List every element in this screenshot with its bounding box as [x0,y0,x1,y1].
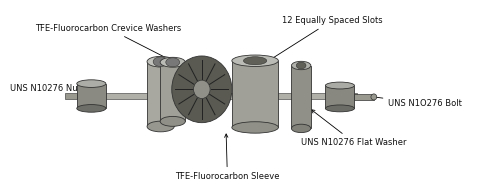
Bar [292,65,311,128]
Text: UNS N10276 Flat Washer: UNS N10276 Flat Washer [301,110,407,147]
Bar [354,94,374,100]
Ellipse shape [193,80,210,98]
Ellipse shape [243,57,267,65]
FancyBboxPatch shape [326,85,354,108]
FancyBboxPatch shape [77,84,106,108]
Ellipse shape [77,80,106,87]
Ellipse shape [296,62,306,69]
Text: UNS N1O276 Bolt: UNS N1O276 Bolt [370,95,462,108]
Text: 12 Equally Spaced Slots: 12 Equally Spaced Slots [246,16,382,75]
Ellipse shape [371,94,377,100]
Bar [232,61,278,127]
Ellipse shape [232,122,278,133]
Ellipse shape [292,61,311,70]
Text: UNS N10276 Nut: UNS N10276 Nut [10,84,87,93]
Text: TFE-Fluorocarbon Sleeve: TFE-Fluorocarbon Sleeve [175,134,279,181]
Bar [147,62,174,127]
Ellipse shape [147,121,174,132]
Ellipse shape [160,116,185,126]
Bar [160,62,185,121]
Ellipse shape [232,55,278,66]
Ellipse shape [77,105,106,112]
Ellipse shape [160,57,185,67]
Ellipse shape [147,56,174,67]
Bar [90,93,357,99]
Ellipse shape [166,58,180,67]
Ellipse shape [326,105,354,112]
Bar [65,93,77,99]
Ellipse shape [326,82,354,89]
Ellipse shape [153,57,168,66]
Text: TFE-Fluorocarbon Crevice Washers: TFE-Fluorocarbon Crevice Washers [35,24,182,66]
Ellipse shape [292,124,311,133]
Ellipse shape [172,56,232,123]
